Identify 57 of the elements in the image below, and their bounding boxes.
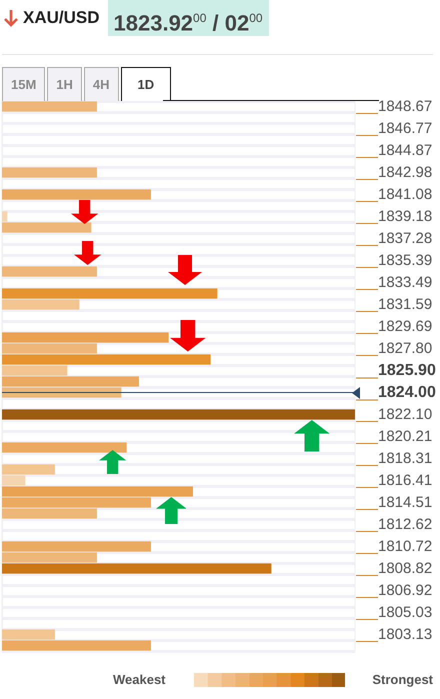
y-tick-label: 1829.69 [378,318,432,335]
y-tick-label: 1810.72 [378,538,432,555]
bar [2,552,97,563]
bar [2,442,127,453]
bar [2,189,151,200]
y-tick-label: 1831.59 [378,296,432,313]
y-tick-label: 1835.39 [378,252,432,269]
y-tick-label: 1839.18 [378,208,432,225]
bar [2,475,26,486]
y-tick-label: 1827.80 [378,340,432,357]
chart-title: XAU/USD [23,8,100,28]
y-tick-label: 1822.10 [378,406,432,423]
text: 4H [84,67,119,101]
bar [2,299,80,310]
text: Weakest [113,671,166,689]
text: 1D [120,67,172,101]
y-tick-label: 1824.00 [378,384,436,401]
text: Strongest [372,671,433,689]
y-tick-label: 1818.31 [378,450,432,467]
bar [2,629,55,640]
bar [2,464,55,475]
bar [2,563,272,574]
bar [2,101,97,112]
bar [2,211,8,222]
y-tick-label: 1846.77 [378,120,432,137]
y-tick-label: 1816.41 [378,472,432,489]
y-tick-label: 1842.98 [378,164,432,181]
bar [2,354,211,365]
y-tick-label: 1808.82 [378,560,432,577]
y-tick-label: 1803.13 [378,626,432,643]
bar [2,343,97,354]
y-tick-label: 1841.08 [378,186,432,203]
text: 15M [2,67,46,101]
bar [2,541,151,552]
y-tick-label: 1848.67 [378,98,432,115]
y-tick-label: 1833.49 [378,274,432,291]
bar [2,409,355,420]
chart-subtitle: 1823.92$^{00}$ / 02$^{00}$ [108,0,269,36]
y-tick-label: 1844.87 [378,142,432,159]
y-tick-label: 1814.51 [378,494,432,511]
y-tick-label: 1805.03 [378,604,432,621]
bar [2,508,97,519]
y-tick-label: 1837.28 [378,230,432,247]
bar [2,486,193,497]
bar [2,497,151,508]
y-tick-label: 1806.92 [378,582,432,599]
bar [2,167,97,178]
bar [2,288,218,299]
bar [2,222,92,233]
bar [2,365,68,376]
y-tick-label: 1812.62 [378,516,432,533]
bar [2,640,151,651]
bar [2,376,139,387]
y-tick-label: 1820.21 [378,428,432,445]
bar [2,266,97,277]
y-tick-label: 1825.90 [378,362,436,379]
text: 1H [47,67,82,101]
